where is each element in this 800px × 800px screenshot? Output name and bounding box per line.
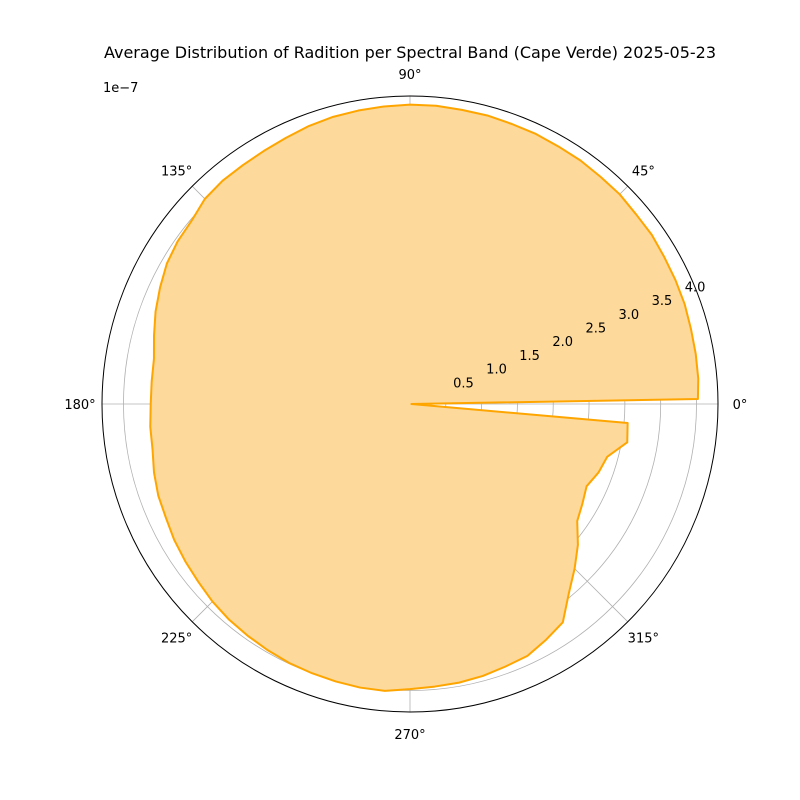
series-area-fill: [150, 104, 699, 691]
radial-tick-label: 1.5: [519, 349, 540, 364]
angle-tick-label: 225°: [161, 631, 192, 646]
chart-title: Average Distribution of Radition per Spe…: [104, 43, 716, 62]
radial-tick-label: 2.5: [585, 321, 606, 336]
tick-labels: 0° 45° 90° 135° 180° 225° 270° 315° 0.5 1.0 1.5 2.0…: [64, 68, 747, 743]
series-line: [149, 103, 700, 692]
angle-tick-label: 315°: [628, 631, 659, 646]
radial-tick-label: 1.0: [486, 363, 507, 378]
angle-tick-label: 135°: [161, 165, 192, 180]
angle-tick-label: 180°: [64, 398, 95, 413]
angle-tick-label: 270°: [394, 728, 425, 743]
radial-tick-label: 4.0: [685, 280, 706, 295]
angle-tick-label: 45°: [632, 165, 655, 180]
radial-tick-label: 3.0: [619, 308, 640, 323]
scale-label: 1e−7: [103, 81, 138, 96]
radial-tick-label: 0.5: [453, 376, 474, 391]
polar-outer-boundary: [101, 95, 719, 713]
radial-tick-label: 2.0: [552, 335, 573, 350]
data-layer: [149, 103, 700, 692]
radial-tick-label: 3.5: [652, 294, 673, 309]
angle-tick-label: 0°: [733, 398, 748, 413]
angle-tick-label: 90°: [398, 68, 421, 83]
